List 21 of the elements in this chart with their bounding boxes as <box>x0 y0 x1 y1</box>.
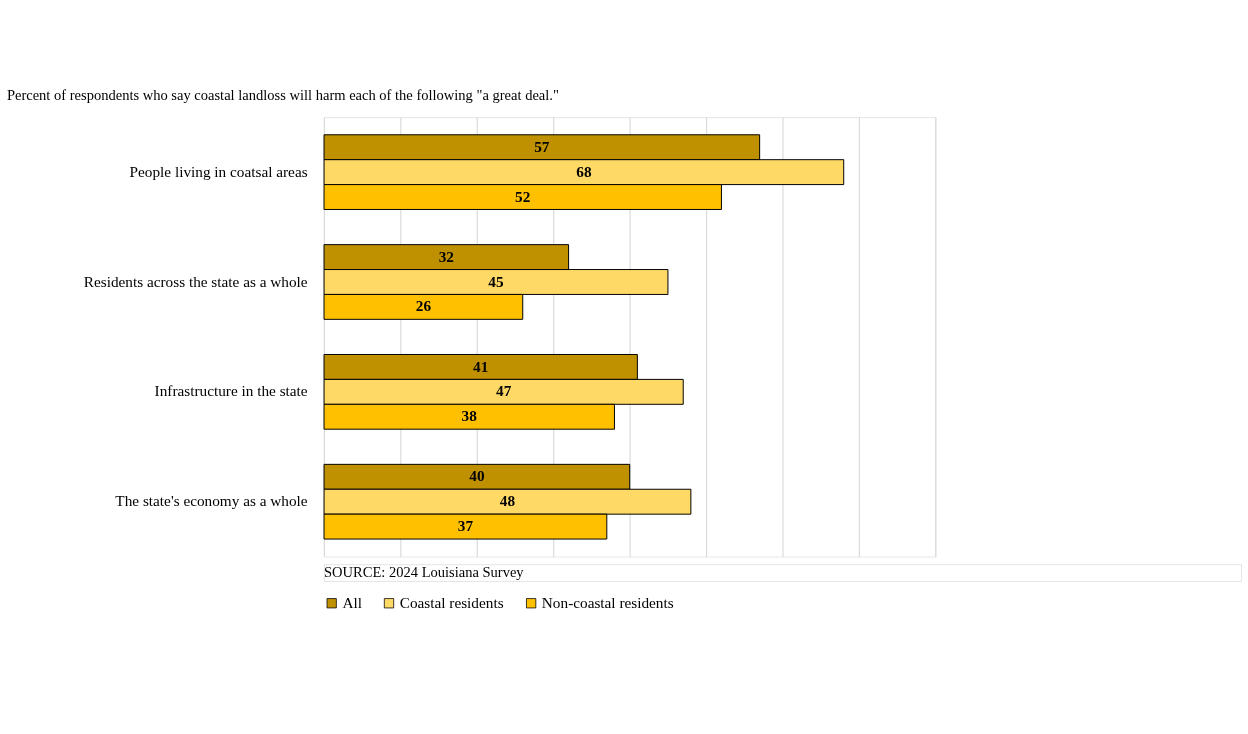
data-label: 45 <box>488 272 504 290</box>
y-tick-label: Infrastructure in the state <box>154 382 308 400</box>
y-tick-label: Residents across the state as a whole <box>83 272 308 290</box>
legend-label: All <box>342 593 362 611</box>
data-label: 41 <box>473 357 489 375</box>
legend-label: Non-coastal residents <box>541 593 674 611</box>
legend-label: Coastal residents <box>399 593 504 611</box>
data-label: 38 <box>461 407 478 425</box>
data-label: 57 <box>534 137 550 155</box>
data-label: 68 <box>576 162 592 180</box>
chart-title: Percent of respondents who say coastal landloss will harm each of the following "a great deal." <box>6 87 559 104</box>
data-label: 52 <box>515 187 531 205</box>
data-label: 47 <box>496 382 512 400</box>
source-note: SOURCE: 2024 Louisiana Survey <box>324 564 525 581</box>
y-tick-label: People living in coatsal areas <box>129 162 308 180</box>
data-label: 37 <box>457 517 474 535</box>
y-tick-label: The state's economy as a whole <box>115 492 308 510</box>
data-label: 32 <box>438 247 454 265</box>
data-label: 48 <box>499 492 516 510</box>
data-label: 26 <box>415 297 432 315</box>
data-label: 40 <box>469 467 485 485</box>
